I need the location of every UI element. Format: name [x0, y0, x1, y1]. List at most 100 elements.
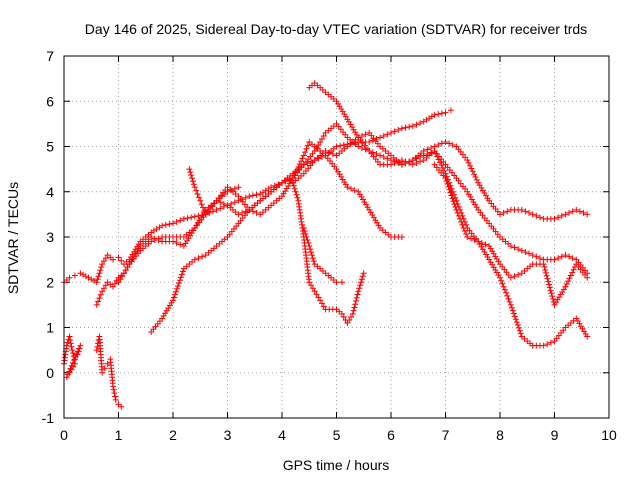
data-point	[544, 341, 551, 348]
data-point	[449, 195, 456, 202]
data-point	[179, 268, 186, 275]
data-point	[573, 206, 580, 213]
data-point	[444, 180, 451, 187]
data-point	[187, 169, 194, 176]
data-point	[362, 146, 369, 153]
data-point	[148, 234, 155, 240]
data-point	[435, 141, 442, 148]
data-point	[231, 185, 238, 192]
data-point	[348, 185, 355, 192]
data-point	[501, 286, 508, 293]
data-point	[558, 212, 565, 219]
axis-ticks: 0 1 2 3 4 5 6 7 8 9 10 -1 0 1 2 3 4 5 6 7	[42, 48, 617, 443]
y-tick-label: 7	[46, 48, 54, 64]
data-point	[450, 191, 457, 198]
data-point	[451, 201, 458, 208]
data-point	[350, 307, 357, 314]
data-point	[186, 166, 193, 173]
data-point	[555, 214, 562, 221]
data-point	[569, 269, 576, 276]
data-point	[510, 310, 517, 317]
data-point	[409, 123, 416, 130]
data-point	[472, 174, 479, 181]
x-axis-label: GPS time / hours	[283, 457, 390, 473]
x-tick-label: 8	[496, 427, 504, 443]
data-point	[320, 132, 327, 139]
data-point	[93, 301, 100, 308]
data-point	[558, 253, 565, 260]
data-point	[68, 343, 75, 350]
data-point	[111, 280, 118, 287]
data-point	[555, 255, 562, 262]
data-point	[377, 134, 384, 141]
data-point	[294, 194, 301, 201]
data-point	[67, 336, 74, 343]
data-point	[174, 282, 181, 289]
data-point	[366, 138, 373, 145]
data-point	[177, 241, 184, 248]
data-point	[584, 274, 591, 281]
data-point	[442, 175, 449, 182]
data-point	[468, 165, 475, 172]
data-point	[190, 181, 197, 188]
data-point	[529, 211, 536, 218]
data-point	[431, 148, 438, 155]
data-point	[516, 327, 523, 334]
data-point	[95, 298, 102, 305]
data-point	[77, 342, 84, 349]
data-point	[566, 275, 573, 282]
data-point	[536, 255, 543, 262]
data-point	[497, 211, 503, 218]
data-point	[384, 155, 391, 162]
data-point	[302, 149, 309, 156]
data-point	[295, 163, 302, 170]
x-tick-label: 5	[333, 427, 341, 443]
data-point	[547, 287, 554, 294]
data-point	[562, 252, 569, 259]
data-point	[452, 203, 459, 210]
data-point	[500, 283, 507, 290]
data-point	[563, 280, 570, 287]
data-point	[76, 345, 83, 352]
data-point	[464, 157, 471, 164]
data-point	[518, 206, 525, 213]
data-point	[224, 188, 231, 195]
data-point	[546, 284, 553, 291]
data-point	[246, 193, 253, 200]
data-point	[504, 292, 511, 299]
data-point	[333, 143, 340, 150]
data-point	[68, 366, 75, 373]
data-point	[344, 184, 351, 191]
data-point	[93, 347, 100, 354]
data-point	[459, 221, 466, 228]
data-point	[506, 298, 513, 305]
data-point	[417, 158, 424, 165]
data-point	[66, 333, 73, 340]
data-point	[348, 313, 355, 320]
data-point	[427, 149, 434, 156]
data-point	[515, 271, 522, 278]
data-point	[351, 187, 358, 194]
data-point	[289, 179, 296, 186]
data-point	[452, 194, 459, 201]
data-point	[228, 200, 235, 207]
data-point	[291, 172, 298, 179]
data-point	[95, 273, 102, 280]
data-point	[417, 120, 424, 127]
data-point	[317, 138, 324, 145]
data-point	[304, 142, 311, 149]
data-point	[253, 209, 260, 216]
data-point	[193, 187, 200, 194]
data-point	[434, 153, 441, 160]
data-point	[463, 230, 470, 237]
data-point	[300, 224, 307, 231]
data-point	[380, 132, 387, 139]
data-point	[511, 273, 518, 280]
data-point	[406, 160, 413, 167]
data-point	[548, 290, 555, 297]
data-point	[177, 217, 184, 224]
data-point	[513, 319, 520, 326]
data-point	[99, 261, 106, 268]
data-point	[100, 258, 107, 265]
data-point	[438, 162, 445, 169]
